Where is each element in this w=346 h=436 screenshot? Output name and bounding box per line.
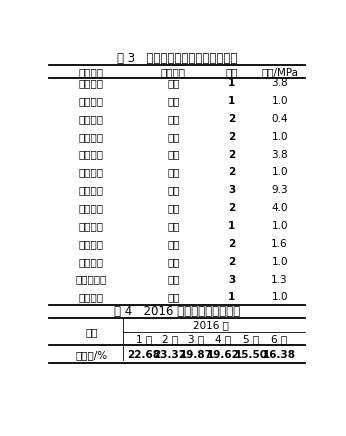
Text: 2: 2 <box>228 167 235 177</box>
Text: 9.3: 9.3 <box>271 185 288 195</box>
Text: 1.0: 1.0 <box>271 293 288 303</box>
Text: 蒸汽: 蒸汽 <box>167 221 180 231</box>
Text: 22.68: 22.68 <box>127 350 161 360</box>
Text: 1.6: 1.6 <box>271 239 288 249</box>
Text: 1.3: 1.3 <box>271 275 288 285</box>
Text: 抚顺矿业: 抚顺矿业 <box>79 239 104 249</box>
Text: 1.0: 1.0 <box>271 132 288 142</box>
Text: 蒸汽: 蒸汽 <box>167 275 180 285</box>
Text: 抚顺石化: 抚顺石化 <box>79 185 104 195</box>
Text: 4.0: 4.0 <box>271 203 288 213</box>
Text: 3 月: 3 月 <box>188 334 204 344</box>
Text: 1.0: 1.0 <box>271 257 288 267</box>
Text: 1: 1 <box>228 293 235 303</box>
Text: 3.8: 3.8 <box>271 78 288 88</box>
Text: 河南金大地: 河南金大地 <box>76 275 107 285</box>
Text: 广州石化: 广州石化 <box>79 78 104 88</box>
Text: 15.50: 15.50 <box>235 350 267 360</box>
Text: 2: 2 <box>228 203 235 213</box>
Text: 0.4: 0.4 <box>271 114 288 124</box>
Text: 测量介质: 测量介质 <box>161 67 186 77</box>
Text: 茂名石化: 茂名石化 <box>79 132 104 142</box>
Text: 金兴化工: 金兴化工 <box>79 257 104 267</box>
Text: 2 月: 2 月 <box>162 334 177 344</box>
Text: 抚顺石化: 抚顺石化 <box>79 167 104 177</box>
Text: 表 3   毕托巴流量计测量蒸汽的实例: 表 3 毕托巴流量计测量蒸汽的实例 <box>117 52 237 65</box>
Text: 1.0: 1.0 <box>271 96 288 106</box>
Text: 3.8: 3.8 <box>271 150 288 160</box>
Text: 蒸汽: 蒸汽 <box>167 114 180 124</box>
Text: 蒸汽: 蒸汽 <box>167 96 180 106</box>
Text: 胜利油田: 胜利油田 <box>79 96 104 106</box>
Text: 19.87: 19.87 <box>180 350 212 360</box>
Text: 16.38: 16.38 <box>262 350 295 360</box>
Text: 抚顺石化: 抚顺石化 <box>79 150 104 160</box>
Text: 蒸汽: 蒸汽 <box>167 293 180 303</box>
Text: 23.32: 23.32 <box>153 350 186 360</box>
Text: 准确率/%: 准确率/% <box>75 350 107 360</box>
Text: 大庆炼化: 大庆炼化 <box>79 203 104 213</box>
Text: 6 月: 6 月 <box>271 334 287 344</box>
Text: 2: 2 <box>228 132 235 142</box>
Text: 2: 2 <box>228 150 235 160</box>
Text: 数量: 数量 <box>225 67 238 77</box>
Text: 3: 3 <box>228 275 235 285</box>
Text: 天津石化: 天津石化 <box>79 293 104 303</box>
Text: 4 月: 4 月 <box>215 334 231 344</box>
Text: 茂名石化: 茂名石化 <box>79 114 104 124</box>
Text: 19.62: 19.62 <box>207 350 239 360</box>
Text: 蒸汽: 蒸汽 <box>167 167 180 177</box>
Text: 蒸汽: 蒸汽 <box>167 132 180 142</box>
Text: 蒸汽: 蒸汽 <box>167 150 180 160</box>
Text: 5 月: 5 月 <box>243 334 259 344</box>
Text: 客户名称: 客户名称 <box>79 67 104 77</box>
Text: 1: 1 <box>228 221 235 231</box>
Text: 1 月: 1 月 <box>136 334 152 344</box>
Text: 2016 年: 2016 年 <box>193 320 229 330</box>
Text: 蒸汽: 蒸汽 <box>167 78 180 88</box>
Text: 2: 2 <box>228 114 235 124</box>
Text: 2: 2 <box>228 239 235 249</box>
Text: 蒸汽: 蒸汽 <box>167 185 180 195</box>
Text: 时间: 时间 <box>85 327 98 337</box>
Text: 表 4   2016 年低压蒸汽差率情况: 表 4 2016 年低压蒸汽差率情况 <box>114 305 240 318</box>
Text: 蒸汽: 蒸汽 <box>167 257 180 267</box>
Text: 2: 2 <box>228 257 235 267</box>
Text: 蒸汽: 蒸汽 <box>167 203 180 213</box>
Text: 1: 1 <box>228 78 235 88</box>
Text: 1.0: 1.0 <box>271 167 288 177</box>
Text: 3: 3 <box>228 185 235 195</box>
Text: 蒸汽: 蒸汽 <box>167 239 180 249</box>
Text: 1.0: 1.0 <box>271 221 288 231</box>
Text: 压力/MPa: 压力/MPa <box>261 67 298 77</box>
Text: 大庆炼化: 大庆炼化 <box>79 221 104 231</box>
Text: 1: 1 <box>228 96 235 106</box>
